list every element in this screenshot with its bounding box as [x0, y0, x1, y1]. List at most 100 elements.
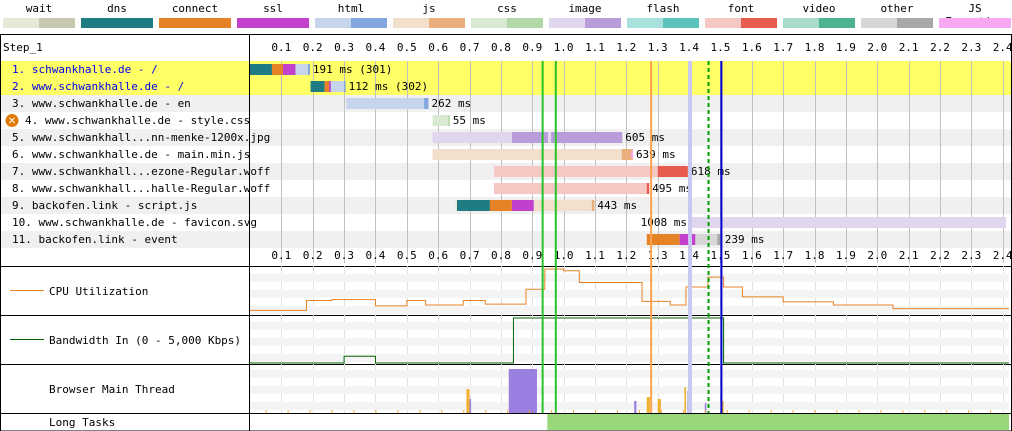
request-bar-segment: [489, 200, 512, 211]
main-thread-activity: [684, 387, 686, 413]
tick-label: 1.0: [554, 41, 574, 54]
legend-label: js: [422, 2, 436, 15]
request-bar-segment: [547, 132, 552, 143]
panel-band: [250, 290, 1009, 298]
tick-label: 0.7: [460, 41, 480, 54]
legend-swatch: [3, 18, 75, 28]
legend-item: dns: [78, 0, 156, 31]
panel-band: [250, 274, 1009, 282]
legend-swatch: [627, 18, 699, 28]
tick-label: 0.9: [522, 41, 542, 54]
legend-label: image: [568, 2, 602, 15]
legend-swatch: [549, 18, 621, 28]
tick-label: 1.1: [585, 41, 605, 54]
legend-item: flash: [624, 0, 702, 31]
main-thread-activity: [748, 410, 750, 413]
request-bar-segment: [646, 183, 650, 194]
request-bar-segment: [591, 200, 595, 211]
legend-item: ssl: [234, 0, 312, 31]
legend-item: JS Execution: [936, 0, 1012, 31]
legend-label: font: [727, 2, 755, 15]
request-timing: 443 ms: [597, 199, 637, 212]
tick-label: 2.2: [930, 249, 950, 262]
cpu-label: CPU Utilization: [49, 285, 148, 298]
row-background: [0, 78, 1012, 95]
tick-label: 1.8: [805, 41, 825, 54]
legend-item: other: [858, 0, 936, 31]
tick-label: 2.0: [867, 41, 887, 54]
request-bar-segment: [448, 115, 450, 126]
legend-label: wait: [25, 2, 53, 15]
main-thread-activity: [309, 410, 311, 413]
request-bar-segment: [621, 149, 633, 160]
main-thread-activity: [595, 410, 596, 413]
legend-swatch: [861, 18, 933, 28]
error-icon-glyph: ✕: [8, 116, 16, 127]
legend-swatch: [783, 18, 855, 28]
request-link[interactable]: 1. schwankhalle.de - /: [12, 63, 158, 76]
legend-item: font: [702, 0, 780, 31]
request-bar-segment: [329, 81, 331, 92]
request-bar-segment: [494, 166, 658, 177]
main-thread-activity: [397, 410, 399, 413]
tick-label: 0.1: [271, 41, 291, 54]
request-bar-segment: [346, 98, 425, 109]
tick-label: 2.1: [899, 249, 919, 262]
request-label: 7. www.schwankhall...ezone-Regular.woff: [12, 165, 270, 178]
row-background: [0, 231, 1012, 248]
tick-label: 0.1: [271, 249, 291, 262]
main-thread-activity: [375, 410, 377, 413]
tick-label: 2.3: [961, 41, 981, 54]
request-link[interactable]: 2. www.schwankhalle.de - /: [12, 80, 184, 93]
js-execution-mark: [631, 151, 634, 158]
legend-swatch: [237, 18, 309, 28]
legend-item: connect: [156, 0, 234, 31]
tick-label: 1.6: [742, 249, 762, 262]
legend-item: wait: [0, 0, 78, 31]
panel-band: [250, 386, 1009, 394]
request-bar-segment: [511, 132, 548, 143]
request-bar-segment: [551, 132, 623, 143]
request-timing: 605 ms: [625, 131, 665, 144]
tick-label: 1.7: [773, 41, 793, 54]
legend-label: flash: [646, 2, 680, 15]
main-thread-activity: [616, 410, 618, 413]
tick-label: 1.7: [773, 249, 793, 262]
request-bar-segment: [310, 81, 325, 92]
main-thread-activity: [792, 410, 794, 413]
request-timing: 112 ms (302): [349, 80, 428, 93]
tick-label: 0.4: [366, 41, 386, 54]
main-thread-activity: [508, 369, 537, 413]
request-label: 6. www.schwankhalle.de - main.min.js: [12, 148, 250, 161]
request-bar-segment: [295, 64, 309, 75]
request-bar-segment: [679, 234, 696, 245]
main-thread-activity: [858, 410, 860, 413]
main-thread-activity: [704, 410, 706, 413]
step-label: Step_1: [3, 41, 43, 54]
tick-label: 2.1: [899, 41, 919, 54]
tick-label: 1.3: [648, 249, 668, 262]
main-thread-activity: [902, 410, 904, 413]
tick-label: 1.3: [648, 41, 668, 54]
request-label: 8. www.schwankhall...halle-Regular.woff: [12, 182, 270, 195]
waterfall-chart: Step_1 0.1 0.1 0.2 0.2 0.3 0.3 0.4 0.4 0.5 0.5 0.6…: [0, 34, 1012, 431]
request-label: 9. backofen.link - script.js: [12, 199, 197, 212]
tick-label: 0.9: [522, 249, 542, 262]
main-thread-activity: [469, 399, 472, 413]
request-label: 5. www.schwankhall...nn-menke-1200x.jpg: [12, 131, 270, 144]
panel-band: [250, 354, 1009, 362]
bandwidth-label: Bandwidth In (0 - 5,000 Kbps): [49, 334, 241, 347]
tick-label: 1.5: [711, 41, 731, 54]
tick-label: 1.8: [805, 249, 825, 262]
request-timing: 1008 ms: [641, 216, 687, 229]
main-thread-activity: [287, 410, 289, 413]
legend-swatch: [315, 18, 387, 28]
tick-label: 0.6: [428, 249, 448, 262]
tick-label: 1.0: [554, 249, 574, 262]
tick-label: 2.3: [961, 249, 981, 262]
legend-item: video: [780, 0, 858, 31]
main-thread-activity: [466, 389, 470, 413]
request-bar-segment: [695, 234, 718, 245]
main-thread-activity: [704, 403, 707, 413]
tick-label: 1.9: [836, 249, 856, 262]
